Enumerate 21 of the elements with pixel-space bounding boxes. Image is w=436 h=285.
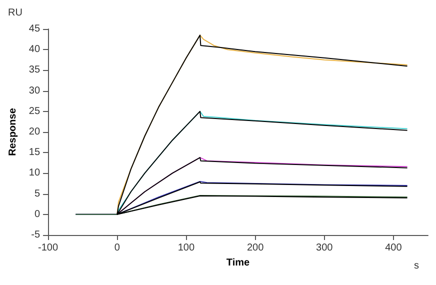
y-tick-label: 5 — [34, 188, 40, 200]
text: RU — [8, 8, 22, 18]
y-axis-title: Response — [8, 108, 18, 156]
y-tick-label: 10 — [28, 168, 40, 179]
y-tick-label: 15 — [28, 147, 40, 158]
y-tick-label: 25 — [28, 106, 40, 117]
x-tick-label: 400 — [385, 242, 402, 254]
x-tick-label: 100 — [178, 242, 195, 254]
y-tick-label: 0 — [34, 208, 40, 220]
y-tick-label: 40 — [28, 44, 40, 56]
y-tick-label: 20 — [28, 126, 40, 138]
text: s — [414, 260, 419, 272]
x-tick-label: 300 — [316, 242, 334, 254]
x-tick-label: 0 — [114, 242, 120, 254]
x-axis-title: Time — [226, 257, 250, 268]
x-tick-label: -100 — [38, 242, 58, 254]
y-tick-label: 35 — [28, 64, 40, 76]
x-tick-label: 200 — [246, 242, 264, 254]
y-tick-label: 45 — [28, 24, 40, 34]
y-tick-label: 30 — [28, 85, 40, 96]
y-tick-label: -5 — [31, 230, 40, 240]
